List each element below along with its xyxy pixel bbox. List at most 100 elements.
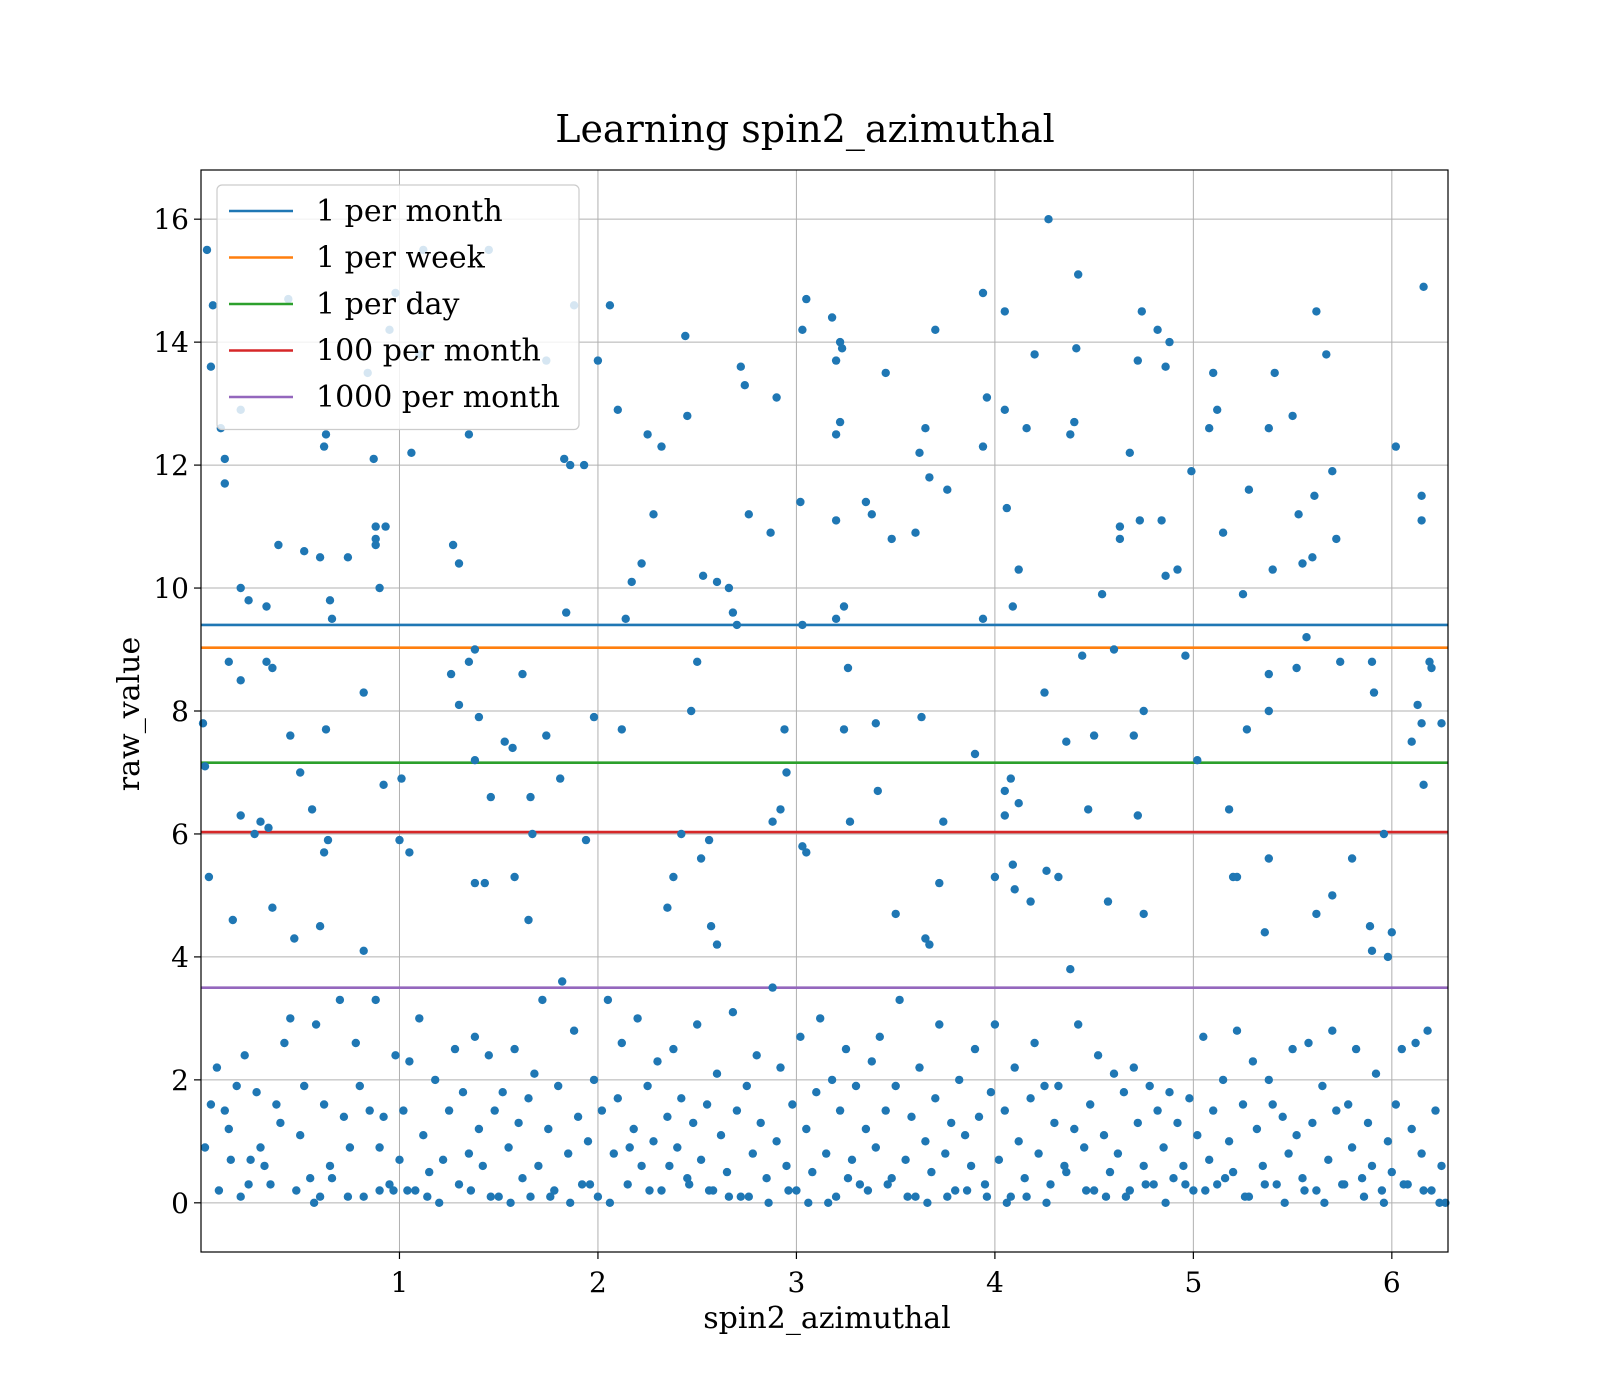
data-point (685, 1180, 694, 1189)
data-point (224, 1124, 233, 1134)
data-point (593, 356, 603, 365)
y-tick-label: 8 (171, 695, 189, 728)
data-point (315, 1192, 325, 1201)
data-point (1097, 590, 1107, 599)
data-point (677, 829, 686, 839)
data-point (470, 645, 480, 654)
data-point (524, 1094, 533, 1103)
data-point (917, 712, 926, 722)
data-point (1292, 1131, 1301, 1140)
data-point (419, 1131, 428, 1140)
data-point (510, 872, 519, 882)
data-point (1133, 356, 1143, 365)
data-point (1437, 1161, 1446, 1171)
data-point (1411, 1038, 1420, 1048)
data-point (300, 547, 309, 556)
data-point (1264, 669, 1274, 679)
data-point (1135, 516, 1145, 525)
data-point (359, 946, 368, 955)
data-point (627, 577, 636, 587)
data-point (397, 774, 406, 783)
x-tick-label: 5 (1184, 1266, 1202, 1299)
data-point (1377, 1186, 1387, 1195)
x-tick-label: 4 (986, 1266, 1004, 1299)
data-point (1034, 1149, 1043, 1158)
data-point (1367, 946, 1377, 955)
data-point (1193, 756, 1202, 765)
data-point (256, 1143, 265, 1152)
data-point (1304, 1038, 1313, 1048)
data-point (831, 356, 841, 365)
data-point (681, 331, 690, 341)
data-point (1115, 534, 1125, 544)
data-point (276, 1118, 285, 1128)
data-point (274, 540, 283, 550)
data-point (1070, 417, 1079, 427)
data-point (891, 1081, 900, 1091)
data-point (1014, 799, 1023, 808)
data-point (1417, 491, 1426, 500)
data-point (1300, 1186, 1309, 1195)
data-point (385, 1180, 394, 1189)
data-point (1383, 952, 1393, 962)
data-point (1264, 706, 1274, 716)
data-point (637, 1161, 646, 1171)
data-point (1189, 1186, 1198, 1195)
data-point (524, 915, 533, 925)
data-point (925, 473, 934, 482)
data-point (816, 1014, 825, 1023)
data-point (1387, 1167, 1397, 1177)
data-point (1224, 1137, 1234, 1146)
data-point (1320, 1198, 1329, 1208)
data-point (327, 614, 337, 623)
data-point (448, 540, 458, 550)
data-point (824, 1198, 833, 1208)
data-point (1324, 1155, 1333, 1165)
threshold-lines (201, 623, 1448, 989)
data-point (1201, 1186, 1210, 1195)
data-point (1109, 645, 1119, 654)
data-point (280, 1038, 289, 1048)
data-point (454, 700, 464, 710)
data-point (1103, 897, 1113, 906)
data-point (931, 325, 940, 334)
data-point (530, 1069, 539, 1078)
data-point (802, 848, 811, 857)
data-point (1379, 829, 1389, 839)
data-point (943, 1192, 952, 1201)
data-point (1240, 1192, 1250, 1201)
data-point (780, 725, 789, 734)
data-point (939, 817, 948, 826)
data-point (1417, 1149, 1426, 1158)
data-point (960, 1131, 970, 1140)
data-point (1310, 491, 1319, 500)
data-point (881, 1106, 890, 1115)
data-point (657, 1186, 666, 1195)
data-point (508, 743, 517, 753)
data-point (1344, 1100, 1353, 1109)
data-point (1272, 1180, 1281, 1189)
data-point (822, 1149, 831, 1158)
data-point (1000, 307, 1009, 316)
data-point (425, 1167, 434, 1177)
data-point (677, 1094, 686, 1103)
data-point (1369, 688, 1379, 697)
data-point (1264, 424, 1274, 433)
data-point (673, 1143, 682, 1152)
data-point (506, 1198, 515, 1208)
data-point (637, 559, 646, 568)
legend-box (216, 184, 580, 431)
data-point (1157, 516, 1166, 525)
data-point (1328, 891, 1337, 900)
data-point (389, 1186, 398, 1195)
data-point (236, 1192, 245, 1201)
data-point (538, 995, 547, 1005)
data-point (653, 1057, 662, 1066)
data-point (1086, 1100, 1095, 1109)
data-point (1387, 928, 1397, 937)
data-point (1431, 1106, 1440, 1115)
data-point (458, 1088, 468, 1097)
data-point (1008, 860, 1017, 869)
data-point (470, 1032, 480, 1042)
data-point (379, 780, 388, 789)
